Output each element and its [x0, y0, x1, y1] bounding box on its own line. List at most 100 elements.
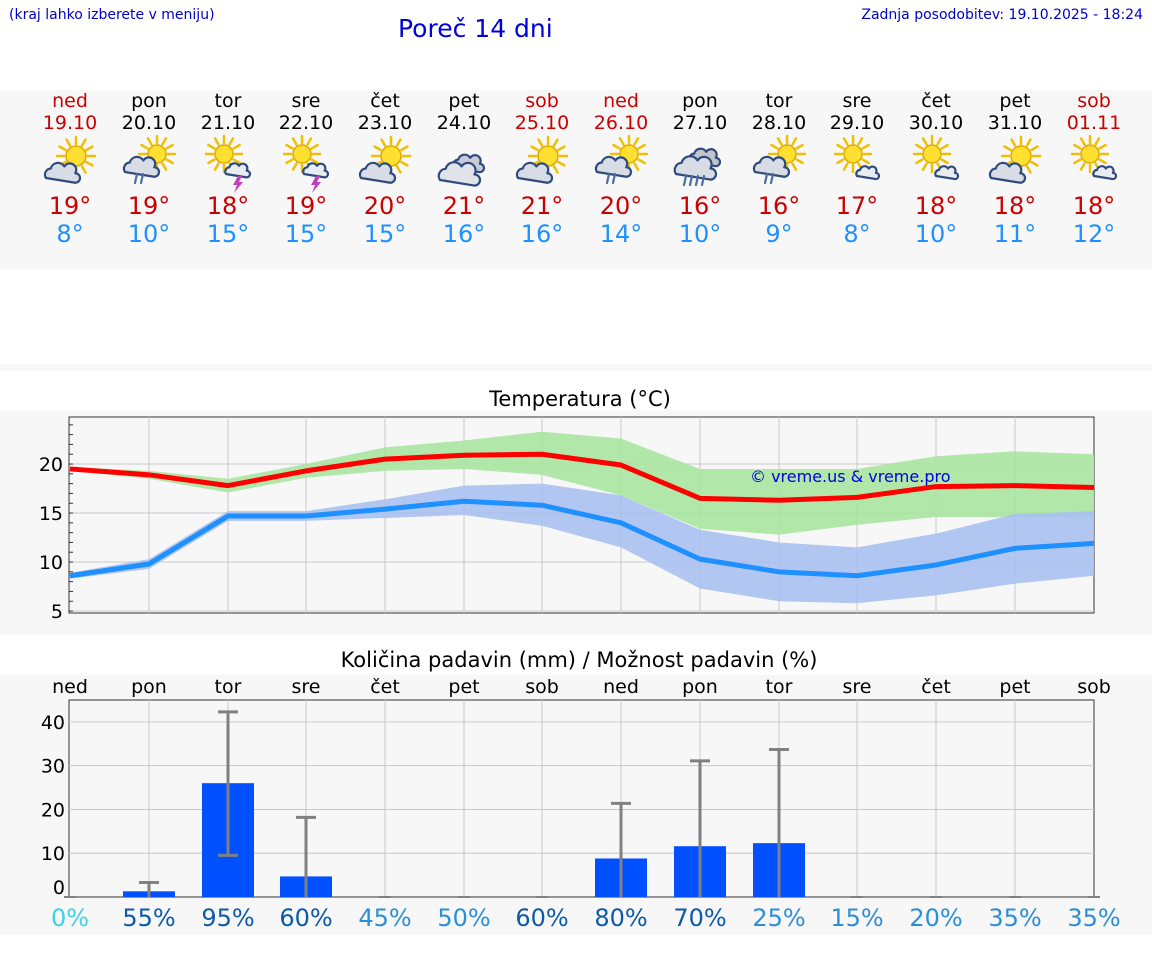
sun-cloud-rain-icon: [752, 134, 807, 185]
day-forecast: tor 21.10 18° 15°: [183, 90, 273, 248]
precipitation-chance: 20%: [909, 904, 963, 932]
max-temperature: 16°: [757, 192, 801, 220]
day-forecast: čet 23.10 20° 15°: [340, 90, 430, 248]
max-temperature: 18°: [914, 192, 958, 220]
chart-credit: © vreme.us & vreme.pro: [750, 467, 951, 486]
min-temperature: 15°: [363, 220, 407, 248]
max-temperature: 18°: [993, 192, 1037, 220]
precipitation-day-label: pet: [448, 676, 480, 698]
sun-small-cloud-icon: [912, 134, 960, 181]
precipitation-range: [611, 801, 631, 897]
precipitation-range: [769, 747, 789, 897]
day-date: 19.10: [42, 112, 98, 134]
precipitation-chart-title: Količina padavin (mm) / Možnost padavin …: [340, 648, 818, 672]
day-name: tor: [765, 90, 793, 112]
day-name: sre: [842, 90, 872, 112]
sun-cloud-thunder-icon: [204, 134, 252, 193]
sun-cloud-icon: [43, 135, 97, 184]
max-temperature: 18°: [206, 192, 250, 220]
sun-cloud-rain-icon: [594, 134, 649, 185]
day-forecast: pet 24.10 21° 16°: [419, 90, 509, 248]
day-date: 25.10: [514, 112, 570, 134]
min-temperature: 16°: [520, 220, 564, 248]
max-temperature: 19°: [48, 192, 92, 220]
day-name: čet: [370, 90, 400, 112]
day-name: tor: [214, 90, 242, 112]
max-temperature-line: [69, 451, 1095, 503]
precipitation-chance: 15%: [830, 904, 884, 932]
precipitation-chance: 25%: [752, 904, 806, 932]
day-name: sre: [291, 90, 321, 112]
day-date: 01.11: [1066, 112, 1122, 134]
max-temperature: 20°: [599, 192, 643, 220]
precipitation-chance: 35%: [1067, 904, 1121, 932]
precipitation-chance: 35%: [988, 904, 1042, 932]
temperature-chart-title: Temperatura (°C): [489, 387, 671, 411]
day-forecast: čet 30.10 18° 10°: [891, 90, 981, 248]
max-temperature: 21°: [442, 192, 486, 220]
min-temperature: 9°: [765, 220, 793, 248]
day-name: sob: [1077, 90, 1111, 112]
y-tick-label: 10: [39, 552, 63, 574]
min-temperature: 16°: [442, 220, 486, 248]
y-tick-label: 20: [41, 799, 65, 821]
precipitation-range: [139, 881, 159, 897]
precipitation-chance: 45%: [358, 904, 412, 932]
day-date: 24.10: [436, 112, 492, 134]
precipitation-chance: 80%: [594, 904, 648, 932]
precipitation-chance: 50%: [437, 904, 491, 932]
precipitation-range: [218, 710, 238, 857]
max-temperature: 18°: [1072, 192, 1116, 220]
day-forecast: tor 28.10 16° 9°: [734, 90, 824, 248]
y-tick-label: 10: [41, 843, 65, 865]
day-name: pon: [682, 90, 718, 112]
day-name: pet: [999, 90, 1031, 112]
page-title: Poreč 14 dni: [398, 14, 553, 43]
day-date: 26.10: [593, 112, 649, 134]
sun-cloud-icon: [358, 135, 412, 184]
precipitation-day-label: pet: [999, 676, 1031, 698]
sun-cloud-icon: [515, 135, 569, 184]
max-temperature: 19°: [284, 192, 328, 220]
max-temperature: 20°: [363, 192, 407, 220]
precipitation-range: [690, 759, 710, 897]
precipitation-chance: 55%: [122, 904, 176, 932]
min-temperature: 15°: [206, 220, 250, 248]
min-temperature: 10°: [678, 220, 722, 248]
y-tick-label: 5: [51, 601, 63, 623]
day-forecast: sre 22.10 19° 15°: [261, 90, 351, 248]
day-name: pet: [448, 90, 480, 112]
last-updated: Zadnja posodobitev: 19.10.2025 - 18:24: [861, 7, 1143, 23]
sun-small-cloud-icon: [1070, 134, 1118, 181]
precipitation-chance: 0%: [50, 904, 90, 932]
day-date: 22.10: [278, 112, 334, 134]
precipitation-day-label: pon: [131, 676, 167, 698]
y-tick-label: 20: [39, 454, 63, 476]
min-temperature: 8°: [56, 220, 84, 248]
precipitation-day-label: čet: [370, 676, 400, 698]
cloud-icon: [437, 153, 486, 187]
forecast-panel: [0, 90, 1152, 270]
day-name: čet: [921, 90, 951, 112]
sun-cloud-rain-icon: [122, 134, 177, 185]
day-name: ned: [603, 90, 639, 112]
y-tick-label: 30: [41, 756, 65, 778]
min-temperature: 8°: [843, 220, 871, 248]
min-temperature: 10°: [914, 220, 958, 248]
max-temperature: 19°: [127, 192, 171, 220]
precipitation-chance: 70%: [673, 904, 727, 932]
day-date: 21.10: [200, 112, 256, 134]
day-forecast: pon 20.10 19° 10°: [104, 90, 194, 248]
precipitation-chance: 95%: [201, 904, 255, 932]
precipitation-day-label: ned: [603, 676, 639, 698]
y-tick-label: 15: [39, 503, 63, 525]
min-temperature: 11°: [993, 220, 1037, 248]
location-hint: (kraj lahko izberete v meniju): [9, 7, 215, 23]
day-forecast: sob 01.11 18° 12°: [1049, 90, 1139, 248]
max-temperature-range-band: [70, 431, 1094, 535]
min-temperature: 12°: [1072, 220, 1116, 248]
sun-small-cloud-icon: [833, 134, 881, 181]
day-date: 20.10: [121, 112, 177, 134]
